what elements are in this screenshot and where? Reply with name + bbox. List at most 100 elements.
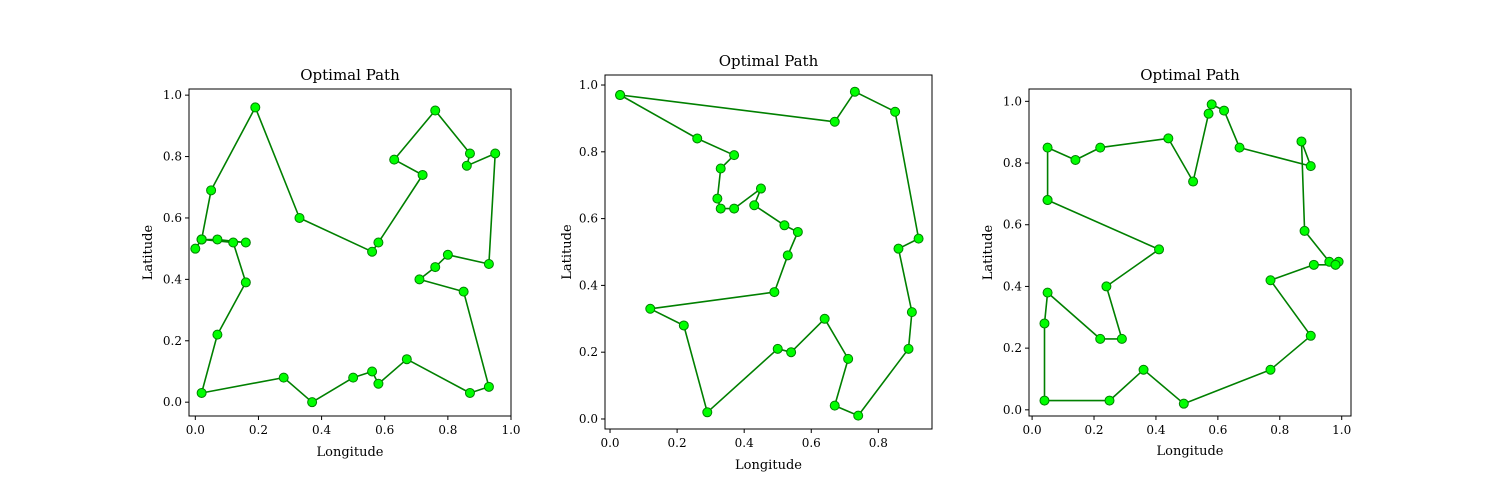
path-point — [906, 307, 917, 318]
y-tick-label: 0.2 — [579, 345, 598, 359]
path-series — [190, 102, 501, 408]
path-point — [829, 400, 840, 411]
path-point — [294, 212, 305, 223]
y-axis: 0.0 0.2 0.4 0.6 0.8 1.0 — [163, 88, 189, 409]
x-axis-label: Longitude — [1157, 444, 1224, 459]
chart-title: Optimal Path — [300, 66, 400, 84]
path-series — [615, 86, 924, 421]
path-point — [769, 287, 780, 298]
y-tick-label: 0.2 — [1003, 341, 1022, 355]
chart-panel-2: Optimal Path 0.0 0.2 0.4 0.6 0.8 0.00.20.40.… — [560, 52, 933, 473]
path-point — [1138, 364, 1149, 375]
y-tick-label: 0.8 — [579, 145, 598, 159]
path-point — [1265, 275, 1276, 286]
y-axis-label: Latitude — [141, 225, 156, 281]
path-point — [1095, 333, 1106, 344]
x-tick-label: 0.4 — [1146, 423, 1165, 437]
path-point — [829, 116, 840, 127]
path-point — [1296, 136, 1307, 147]
x-tick-label: 0.6 — [802, 436, 821, 450]
path-point — [1188, 176, 1199, 187]
path-point — [1234, 142, 1245, 153]
path-point — [458, 286, 469, 297]
path-point — [615, 90, 626, 101]
path-point — [692, 133, 703, 144]
path-point — [240, 277, 251, 288]
x-tick-label: 0.0 — [186, 423, 205, 437]
x-tick-label: 0.2 — [249, 423, 268, 437]
path-point — [819, 313, 830, 324]
y-tick-label: 0.6 — [579, 212, 598, 226]
path-point — [250, 102, 261, 113]
path-point — [278, 372, 289, 383]
path-point — [212, 234, 223, 245]
y-tick-label: 0.8 — [163, 150, 182, 164]
x-tick-label: 0.6 — [1208, 423, 1227, 437]
path-point — [645, 303, 656, 314]
path-point — [1206, 99, 1217, 110]
path-point — [755, 183, 766, 194]
path-point — [389, 154, 400, 165]
y-tick-label: 0.4 — [163, 272, 182, 286]
path-point — [1101, 281, 1112, 292]
x-axis: 0.0 0.2 0.4 0.6 0.8 — [600, 429, 888, 450]
path-point — [678, 320, 689, 331]
path-point — [1305, 330, 1316, 341]
path-point — [1070, 154, 1081, 165]
path-point — [1203, 108, 1214, 119]
path-point — [1299, 225, 1310, 236]
path-point — [490, 148, 501, 159]
x-tick-label: 0.0 — [1023, 423, 1042, 437]
path-point — [430, 262, 441, 273]
chart-title: Optimal Path — [1140, 66, 1240, 84]
path-point — [1154, 244, 1165, 255]
path-point — [461, 160, 472, 171]
x-tick-label: 0.0 — [600, 436, 619, 450]
path-point — [212, 329, 223, 340]
path-point — [890, 106, 901, 117]
y-tick-label: 1.0 — [1003, 94, 1022, 108]
path-point — [373, 237, 384, 248]
x-axis: 0.0 0.2 0.4 0.6 0.8 1.0 — [186, 416, 521, 437]
path-point — [464, 148, 475, 159]
chart-title: Optimal Path — [719, 52, 819, 70]
path-point — [903, 343, 914, 354]
y-tick-label: 0.2 — [163, 334, 182, 348]
path-point — [786, 347, 797, 358]
path-point — [228, 237, 239, 248]
path-point — [893, 243, 904, 254]
path-point — [702, 407, 713, 418]
x-tick-label: 1.0 — [501, 423, 520, 437]
y-tick-label: 1.0 — [579, 78, 598, 92]
path-series — [1039, 99, 1344, 409]
path-point — [442, 249, 453, 260]
path-point — [782, 250, 793, 261]
path-point — [417, 169, 428, 180]
x-tick-label: 1.0 — [1332, 423, 1351, 437]
path-point — [772, 343, 783, 354]
path-point — [348, 372, 359, 383]
path-point — [1178, 398, 1189, 409]
path-point — [1116, 333, 1127, 344]
x-tick-label: 0.8 — [438, 423, 457, 437]
path-point — [792, 226, 803, 237]
path-point — [196, 387, 207, 398]
path-point — [414, 274, 425, 285]
y-tick-label: 0.4 — [1003, 279, 1022, 293]
path-point — [483, 381, 494, 392]
y-tick-label: 0.0 — [579, 412, 598, 426]
path-point — [240, 237, 251, 248]
path-point — [779, 220, 790, 231]
path-point — [1265, 364, 1276, 375]
y-axis-label: Latitude — [981, 225, 996, 281]
path-point — [430, 105, 441, 116]
path-point — [206, 185, 217, 196]
path-point — [1042, 287, 1053, 298]
path-point — [1095, 142, 1106, 153]
path-point — [196, 234, 207, 245]
y-tick-label: 0.8 — [1003, 156, 1022, 170]
y-tick-label: 0.4 — [579, 278, 598, 292]
x-tick-label: 0.4 — [312, 423, 331, 437]
plot-frame — [188, 88, 512, 417]
